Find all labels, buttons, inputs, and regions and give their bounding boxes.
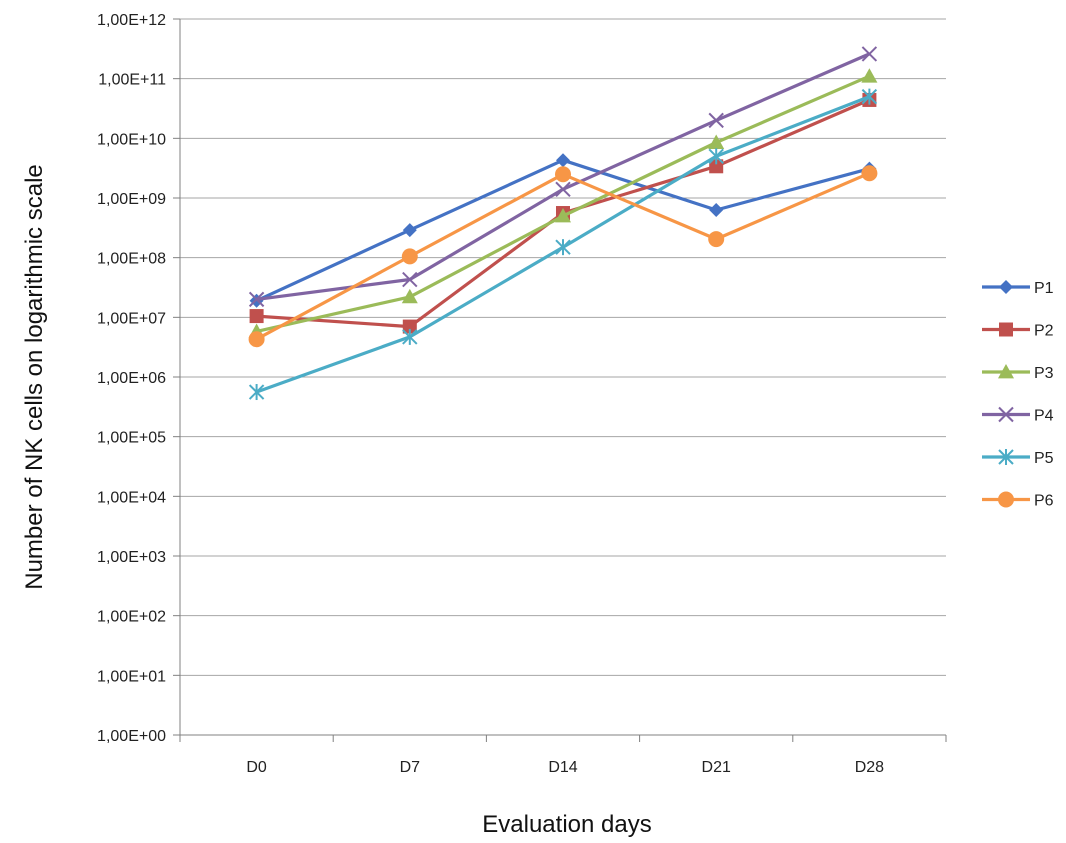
y-tick-label: 1,00E+12	[97, 12, 166, 29]
y-tick-label: 1,00E+03	[97, 549, 166, 566]
data-point-p5-d28	[861, 88, 878, 105]
data-point-p4-d14	[555, 181, 571, 197]
legend-swatch-marker	[999, 322, 1013, 337]
series-p3	[248, 68, 878, 338]
data-point-p2-d7	[402, 319, 417, 334]
x-tick-label: D28	[855, 759, 884, 776]
legend-swatch-marker	[998, 406, 1014, 423]
legend-swatch-marker	[998, 449, 1014, 465]
legend-item-p1: P1	[982, 280, 1054, 297]
y-tick-label: 1,00E+08	[97, 251, 166, 268]
legend: P1 P2 P3 P4 P5 P6	[982, 280, 1054, 510]
data-point-p5-d21	[708, 148, 724, 165]
series-lines	[248, 46, 878, 401]
series-line-p3	[256, 74, 871, 333]
data-point-p2-d0	[249, 309, 264, 324]
legend-label: P3	[1034, 365, 1054, 382]
series-p5	[248, 88, 878, 401]
y-tick-labels: 1,00E+00 1,00E+01 1,00E+02 1,00E+03 1,00E+04…	[97, 12, 166, 745]
legend-label: P6	[1034, 493, 1054, 510]
data-point-p4-d7	[402, 271, 418, 288]
y-tick-label: 1,00E+11	[98, 72, 166, 89]
gridlines	[180, 18, 946, 676]
data-point-p3-d28	[861, 68, 878, 83]
legend-item-p5: P5	[982, 449, 1054, 467]
data-point-p4-d21	[708, 112, 724, 129]
series-p4	[248, 46, 878, 308]
y-tick-label: 1,00E+07	[97, 310, 166, 327]
data-point-p3-d21	[708, 134, 725, 149]
data-point-p4-d0	[248, 291, 265, 308]
data-point-p3-d7	[401, 288, 418, 304]
data-point-p4-d28	[861, 46, 878, 62]
data-point-p3-d14	[555, 207, 571, 223]
y-tick-label: 1,00E+05	[97, 430, 166, 447]
y-tick-label: 1,00E+00	[97, 728, 166, 745]
legend-label: P5	[1034, 450, 1054, 467]
data-point-p1-d21	[709, 202, 724, 217]
legend-item-p6: P6	[982, 491, 1054, 510]
y-tick-label: 1,00E+06	[97, 370, 166, 387]
data-point-p6-d14	[555, 166, 571, 183]
x-tick-label: D21	[702, 759, 731, 776]
legend-swatch-marker	[998, 491, 1014, 508]
legend-item-p4: P4	[982, 406, 1054, 425]
y-tick-label: 1,00E+02	[97, 609, 166, 626]
legend-label: P4	[1034, 408, 1054, 425]
data-point-p1-d14	[556, 153, 570, 168]
data-point-p6-d0	[248, 331, 265, 348]
y-tick-label: 1,00E+10	[97, 131, 166, 148]
legend-swatch-marker	[998, 364, 1014, 379]
legend-item-p2: P2	[982, 322, 1054, 340]
legend-swatch-marker	[999, 280, 1013, 294]
legend-item-p3: P3	[982, 364, 1054, 382]
data-point-p5-d7	[402, 328, 418, 345]
data-point-p2-d21	[709, 159, 724, 174]
y-tick-label: 1,00E+04	[97, 489, 166, 506]
x-axis-title: Evaluation days	[482, 811, 651, 838]
y-tick-label: 1,00E+09	[97, 191, 166, 208]
x-tick-label: D14	[548, 759, 577, 776]
legend-label: P1	[1034, 280, 1054, 297]
series-p6	[248, 165, 878, 348]
axes	[173, 18, 947, 742]
data-point-p6-d7	[401, 248, 418, 265]
data-point-p1-d7	[402, 223, 417, 238]
data-point-p5-d14	[555, 239, 571, 256]
data-point-p6-d21	[708, 231, 725, 248]
x-tick-label: D7	[400, 759, 421, 776]
data-point-p6-d28	[861, 165, 878, 182]
x-tick-labels: D0 D7 D14 D21 D28	[246, 759, 884, 776]
legend-label: P2	[1034, 323, 1054, 340]
data-point-p5-d0	[248, 384, 265, 401]
y-tick-label: 1,00E+01	[97, 668, 166, 685]
y-axis-title: Number of NK cells on logarithmic scale	[21, 164, 48, 590]
x-tick-label: D0	[246, 759, 267, 776]
